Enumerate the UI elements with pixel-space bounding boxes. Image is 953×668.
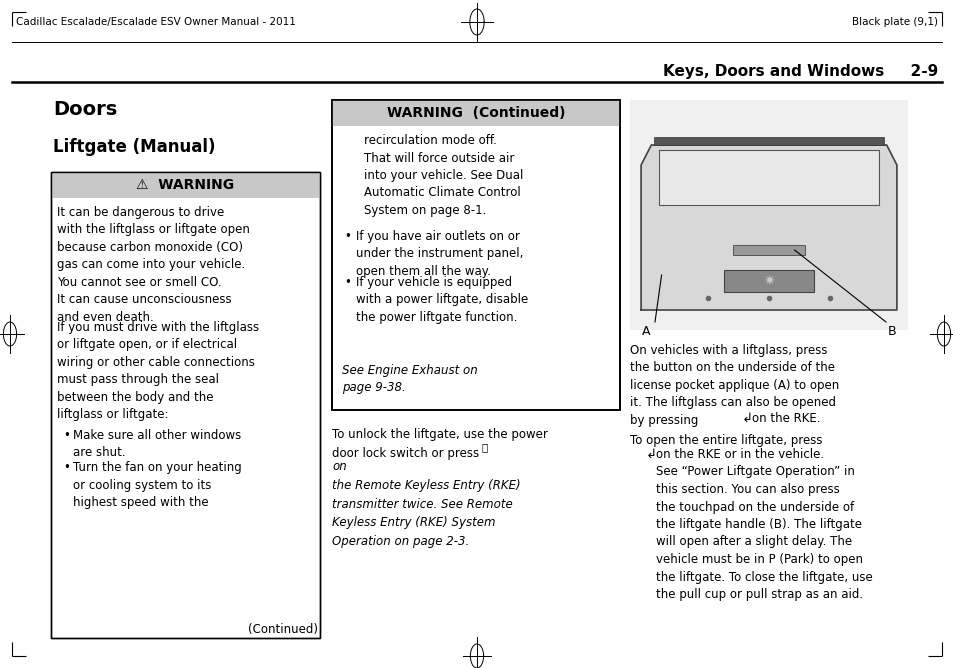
Bar <box>51 172 319 198</box>
Text: on the RKE or in the vehicle.
See “Power Liftgate Operation” in
this section. Yo: on the RKE or in the vehicle. See “Power… <box>656 448 872 601</box>
Text: Turn the fan on your heating
or cooling system to its
highest speed with the: Turn the fan on your heating or cooling … <box>73 461 241 509</box>
Text: To open the entire liftgate, press: To open the entire liftgate, press <box>629 434 821 447</box>
Polygon shape <box>640 145 896 310</box>
Text: Liftgate (Manual): Liftgate (Manual) <box>53 138 215 156</box>
Bar <box>332 100 619 410</box>
Text: recirculation mode off.
That will force outside air
into your vehicle. See Dual
: recirculation mode off. That will force … <box>364 134 523 217</box>
Bar <box>332 100 619 126</box>
Text: ↲: ↲ <box>741 412 752 425</box>
Bar <box>51 172 319 638</box>
Text: •: • <box>63 461 70 474</box>
Bar <box>51 172 319 638</box>
Text: •: • <box>63 429 70 442</box>
Text: B: B <box>886 325 895 338</box>
Text: ✷: ✷ <box>762 274 774 288</box>
Text: 🔒: 🔒 <box>481 442 488 452</box>
Text: To unlock the liftgate, use the power
door lock switch or press: To unlock the liftgate, use the power do… <box>332 428 547 460</box>
Bar <box>723 270 813 292</box>
Bar <box>332 100 619 410</box>
Text: Cadillac Escalade/Escalade ESV Owner Manual - 2011: Cadillac Escalade/Escalade ESV Owner Man… <box>16 17 295 27</box>
Text: If you must drive with the liftglass
or liftgate open, or if electrical
wiring o: If you must drive with the liftglass or … <box>57 321 259 422</box>
Text: on
the Remote Keyless Entry (RKE)
transmitter twice. See Remote
Keyless Entry (R: on the Remote Keyless Entry (RKE) transm… <box>332 442 520 548</box>
Text: Black plate (9,1): Black plate (9,1) <box>851 17 937 27</box>
Text: WARNING  (Continued): WARNING (Continued) <box>386 106 565 120</box>
Text: (Continued): (Continued) <box>248 623 317 636</box>
Bar <box>629 100 907 330</box>
Text: On vehicles with a liftglass, press
the button on the underside of the
license p: On vehicles with a liftglass, press the … <box>629 344 839 427</box>
Text: A: A <box>641 325 650 338</box>
Text: If your vehicle is equipped
with a power liftgate, disable
the power liftgate fu: If your vehicle is equipped with a power… <box>355 276 528 324</box>
Text: If you have air outlets on or
under the instrument panel,
open them all the way.: If you have air outlets on or under the … <box>355 230 523 278</box>
Text: •: • <box>344 276 351 289</box>
Text: •: • <box>344 230 351 243</box>
Text: ↲: ↲ <box>645 448 657 461</box>
Text: on the RKE.: on the RKE. <box>751 412 820 425</box>
Bar <box>653 137 883 145</box>
Bar <box>733 245 804 255</box>
Text: ⚠  WARNING: ⚠ WARNING <box>136 178 234 192</box>
Text: Make sure all other windows
are shut.: Make sure all other windows are shut. <box>73 429 241 460</box>
Polygon shape <box>659 150 878 205</box>
Text: Doors: Doors <box>53 100 117 119</box>
Text: It can be dangerous to drive
with the liftglass or liftgate open
because carbon : It can be dangerous to drive with the li… <box>57 206 250 324</box>
Text: Keys, Doors and Windows     2-9: Keys, Doors and Windows 2-9 <box>662 64 937 79</box>
Text: See Engine Exhaust on
page 9-38.: See Engine Exhaust on page 9-38. <box>341 364 477 395</box>
